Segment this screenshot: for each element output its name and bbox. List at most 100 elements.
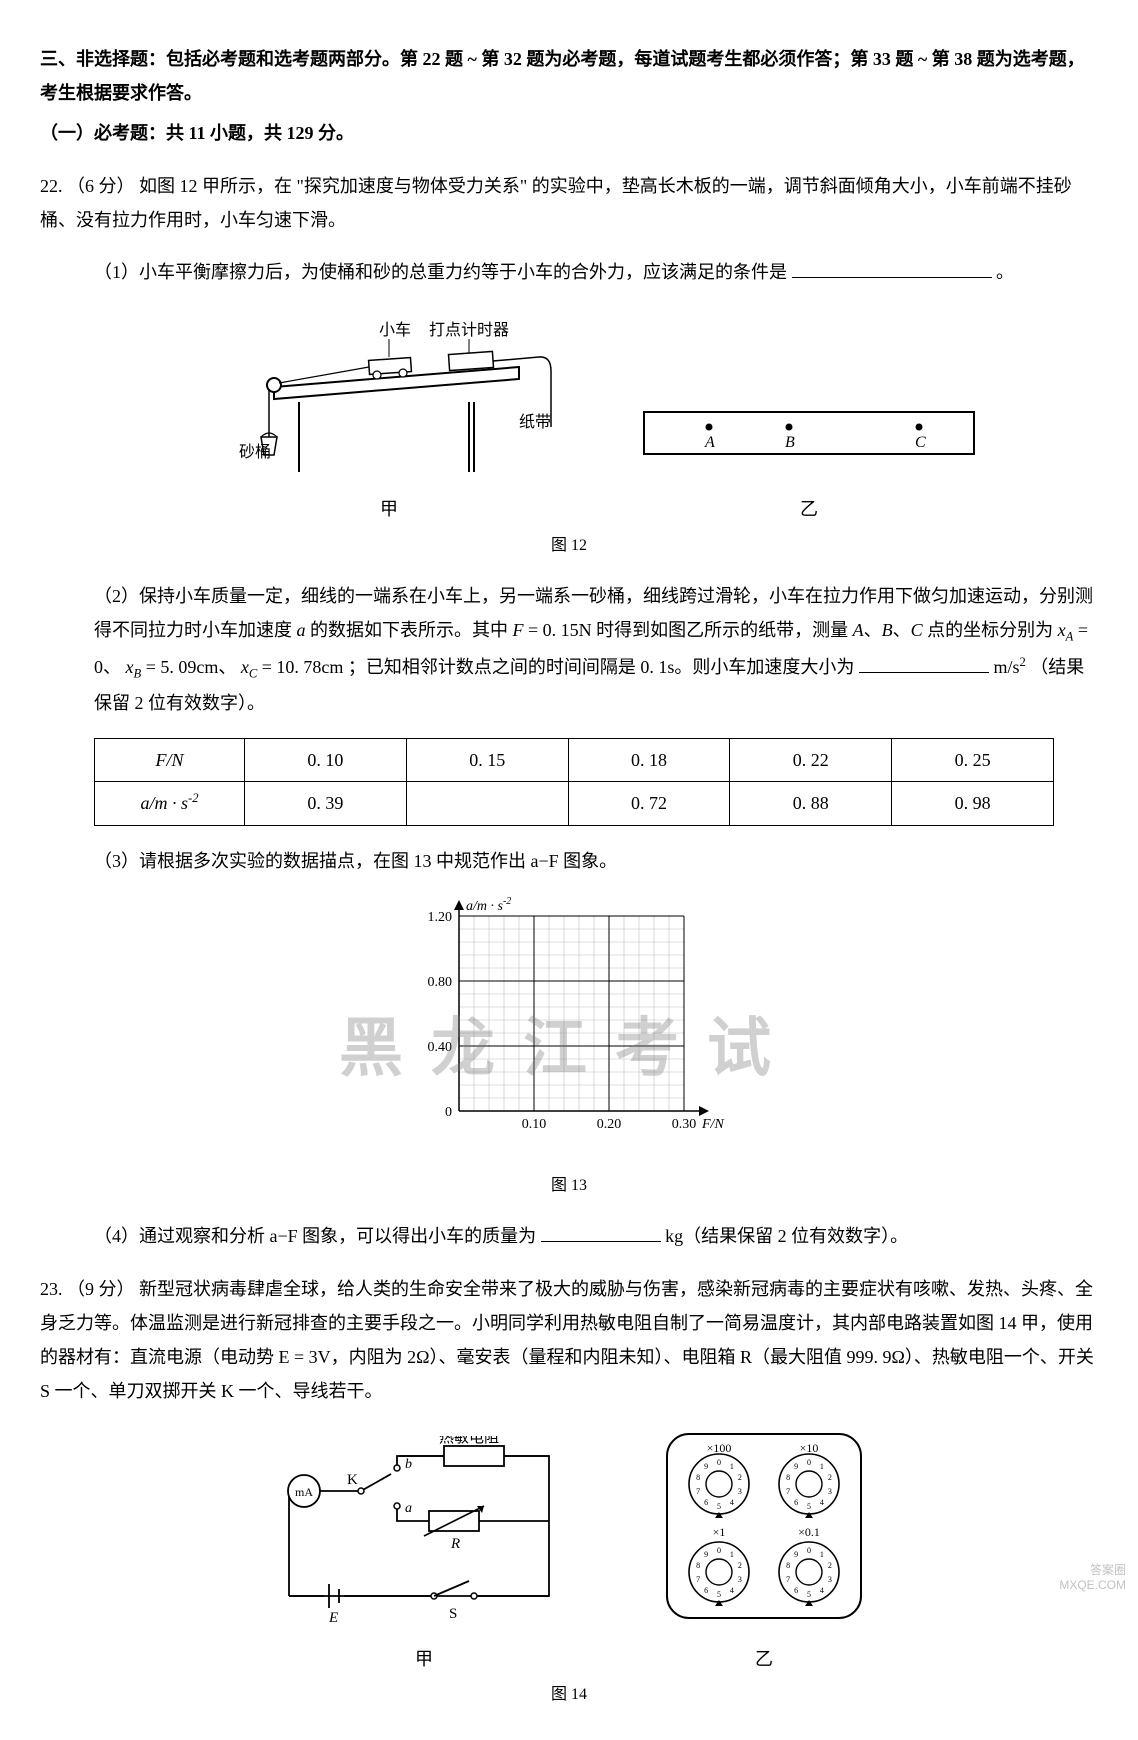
svg-text:A: A [704, 434, 715, 451]
svg-text:1: 1 [730, 1551, 734, 1560]
svg-text:R: R [450, 1536, 460, 1552]
q23-num: 23. [40, 1279, 63, 1299]
fig14-left: mA K b a 热敏电阻 R [269, 1436, 579, 1675]
svg-text:5: 5 [717, 1502, 721, 1511]
svg-text:K: K [347, 1472, 358, 1488]
svg-text:3: 3 [828, 1487, 832, 1496]
svg-text:4: 4 [730, 1498, 734, 1507]
svg-text:9: 9 [794, 1463, 798, 1472]
fig14-circuit-svg: mA K b a 热敏电阻 R [269, 1436, 579, 1626]
svg-text:0: 0 [445, 1105, 452, 1120]
svg-text:0.10: 0.10 [522, 1117, 547, 1132]
svg-text:6: 6 [794, 1586, 798, 1595]
svg-text:1.20: 1.20 [428, 910, 453, 925]
svg-text:7: 7 [696, 1487, 700, 1496]
svg-text:9: 9 [704, 1551, 708, 1560]
svg-text:3: 3 [738, 1575, 742, 1584]
fig12-left: 小车 打点计时器 砂桶 纸带 甲 [219, 307, 559, 526]
fig12-incline-svg: 小车 打点计时器 砂桶 纸带 [219, 307, 559, 477]
svg-text:2: 2 [738, 1562, 742, 1571]
figure-14: mA K b a 热敏电阻 R [40, 1426, 1098, 1675]
svg-text:a: a [405, 1501, 412, 1516]
svg-text:×1: ×1 [713, 1525, 726, 1539]
svg-text:0: 0 [807, 1458, 811, 1467]
q22-stem: 如图 12 甲所示，在 "探究加速度与物体受力关系" 的实验中，垫高长木板的一端… [40, 176, 1072, 230]
svg-text:3: 3 [828, 1575, 832, 1584]
svg-text:6: 6 [794, 1498, 798, 1507]
svg-text:F/N: F/N [701, 1117, 724, 1132]
svg-text:4: 4 [820, 1498, 824, 1507]
svg-text:S: S [449, 1606, 457, 1622]
q22-blank-1[interactable] [792, 260, 992, 278]
svg-text:4: 4 [730, 1586, 734, 1595]
F2: 0. 18 [568, 739, 730, 782]
svg-text:E: E [328, 1610, 338, 1626]
fig14-sub-a: 甲 [269, 1642, 579, 1676]
svg-text:×0.1: ×0.1 [798, 1525, 820, 1539]
svg-text:3: 3 [738, 1487, 742, 1496]
svg-text:2: 2 [738, 1474, 742, 1483]
F0: 0. 10 [245, 739, 407, 782]
F4: 0. 25 [892, 739, 1054, 782]
svg-text:a/m · s-2: a/m · s-2 [466, 896, 511, 914]
q22-p2b: 的数据如下表所示。其中 [310, 620, 513, 640]
svg-text:4: 4 [820, 1586, 824, 1595]
required-head: （一）必考题：共 11 小题，共 129 分。 [40, 116, 1098, 150]
q22-blank-2[interactable] [859, 655, 989, 673]
svg-text:5: 5 [717, 1590, 721, 1599]
F3: 0. 22 [730, 739, 892, 782]
th-a: a/m · s-2 [95, 782, 245, 825]
q22-p2d: 点的坐标分别为 [927, 620, 1058, 640]
q22-p2c: = 0. 15N 时得到如图乙所示的纸带，测量 [528, 620, 853, 640]
svg-text:mA: mA [295, 1485, 313, 1499]
svg-text:9: 9 [794, 1551, 798, 1560]
svg-text:7: 7 [786, 1487, 790, 1496]
label-bucket: 砂桶 [239, 443, 271, 461]
fig14-right: 0123456789012345678901234567890123456789… [659, 1426, 869, 1675]
svg-text:1: 1 [730, 1463, 734, 1472]
svg-text:7: 7 [786, 1575, 790, 1584]
q22-p3: （3）请根据多次实验的数据描点，在图 13 中规范作出 a−F 图象。 [40, 844, 1098, 878]
svg-text:8: 8 [786, 1474, 790, 1483]
q22-p4a: （4）通过观察和分析 a−F 图象，可以得出小车的质量为 [94, 1226, 536, 1246]
svg-text:0.30: 0.30 [672, 1117, 697, 1132]
section-title: 三、非选择题：包括必考题和选考题两部分。第 22 题 ~ 第 32 题为必考题，… [40, 42, 1098, 110]
q22-p1: （1）小车平衡摩擦力后，为使桶和砂的总重力约等于小车的合外力，应该满足的条件是 [94, 262, 787, 282]
fig14-sub-b: 乙 [659, 1642, 869, 1676]
figure-12: 小车 打点计时器 砂桶 纸带 甲 A B C 乙 [100, 307, 1098, 526]
a3: 0. 88 [730, 782, 892, 825]
svg-text:5: 5 [807, 1502, 811, 1511]
q23-points: （9 分） [67, 1279, 135, 1299]
fig12-caption: 图 12 [40, 531, 1098, 561]
figure-13: 0 0.40 0.80 1.20 0.10 0.20 0.30 a/m · s-… [40, 896, 1098, 1202]
a1 [406, 782, 568, 825]
svg-text:0: 0 [717, 1458, 721, 1467]
th-F: F/N [95, 739, 245, 782]
svg-text:6: 6 [704, 1586, 708, 1595]
q22-p2e: ；已知相邻计数点之间的时间间隔是 0. 1s。则小车加速度大小为 [348, 657, 855, 677]
fig13-caption: 图 13 [40, 1171, 1098, 1201]
svg-text:1: 1 [820, 1551, 824, 1560]
fig12-right: A B C 乙 [639, 397, 979, 526]
q22-blank-3[interactable] [541, 1224, 661, 1242]
F1: 0. 15 [406, 739, 568, 782]
q22-num: 22. [40, 176, 63, 196]
fig13-svg: 0 0.40 0.80 1.20 0.10 0.20 0.30 a/m · s-… [404, 896, 734, 1156]
q22-p4-unit: kg（结果保留 2 位有效数字）。 [665, 1226, 908, 1246]
a0: 0. 39 [245, 782, 407, 825]
fig12-tape-svg: A B C [639, 397, 979, 477]
a2: 0. 72 [568, 782, 730, 825]
svg-text:0.40: 0.40 [428, 1040, 453, 1055]
svg-text:×10: ×10 [800, 1441, 819, 1455]
label-tape: 纸带 [519, 413, 551, 431]
svg-text:2: 2 [828, 1562, 832, 1571]
svg-text:8: 8 [696, 1562, 700, 1571]
fig14-box-svg: 0123456789012345678901234567890123456789… [659, 1426, 869, 1626]
svg-text:B: B [785, 434, 795, 451]
svg-text:0.80: 0.80 [428, 975, 453, 990]
q22-p1-tail: 。 [996, 262, 1014, 282]
svg-text:7: 7 [696, 1575, 700, 1584]
svg-text:1: 1 [820, 1463, 824, 1472]
q23-stem: 新型冠状病毒肆虐全球，给人类的生命安全带来了极大的威胁与伤害，感染新冠病毒的主要… [40, 1279, 1094, 1402]
label-timer: 打点计时器 [429, 321, 509, 339]
